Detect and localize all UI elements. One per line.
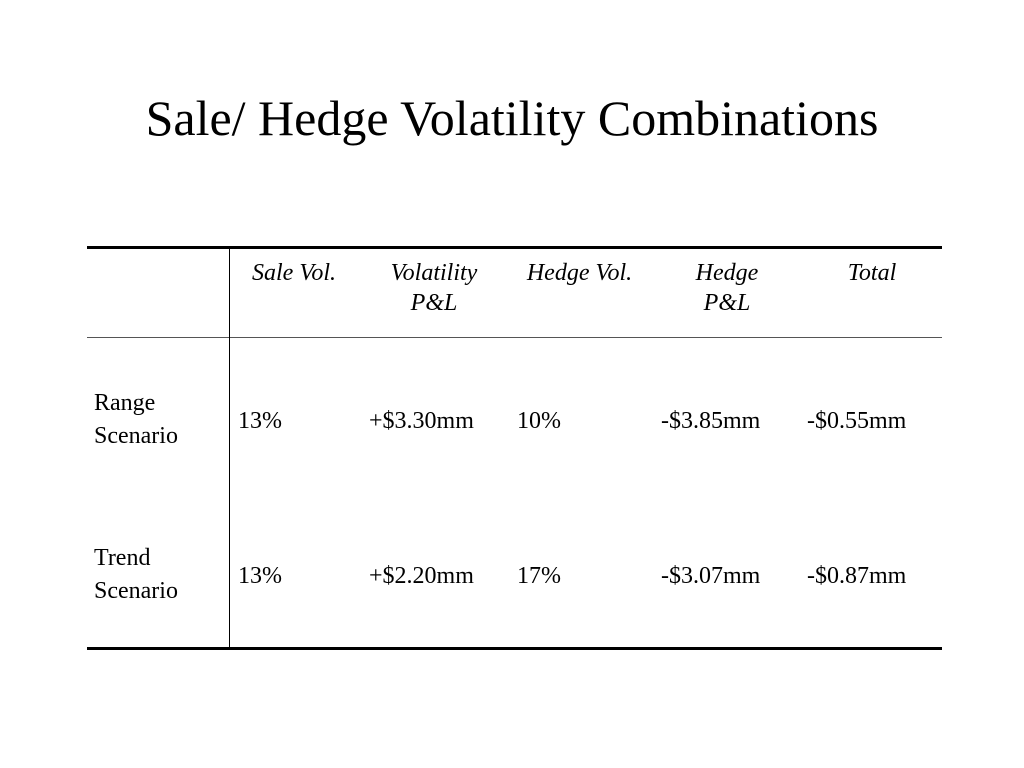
header-volatility-pnl: Volatility P&L [390, 260, 478, 316]
volatility-table: Sale Vol. Volatility P&L Hedge Vol. Hedg… [87, 246, 942, 650]
table-cell: -$3.85mm [661, 408, 761, 434]
table-cell: -$3.07mm [661, 563, 761, 589]
header-sale-vol: Sale Vol. [252, 260, 336, 286]
table-cell: 17% [517, 563, 561, 589]
table-bottom-rule [87, 647, 942, 650]
table-cell: +$3.30mm [369, 408, 474, 434]
table-cell: 13% [238, 563, 282, 589]
table-top-rule [87, 246, 942, 249]
row-label-range-scenario: Range Scenario [94, 390, 178, 449]
table-cell: +$2.20mm [369, 563, 474, 589]
table-cell: 13% [238, 408, 282, 434]
table-column-divider [229, 246, 230, 648]
table-cell: 10% [517, 408, 561, 434]
header-hedge-vol: Hedge Vol. [526, 260, 633, 286]
table-header-rule [87, 337, 942, 338]
table-cell: -$0.87mm [807, 563, 907, 589]
header-total: Total [847, 260, 897, 286]
header-hedge-pnl: Hedge P&L [695, 260, 759, 316]
row-label-trend-scenario: Trend Scenario [94, 545, 178, 604]
slide-title: Sale/ Hedge Volatility Combinations [145, 90, 879, 146]
table-cell: -$0.55mm [807, 408, 907, 434]
